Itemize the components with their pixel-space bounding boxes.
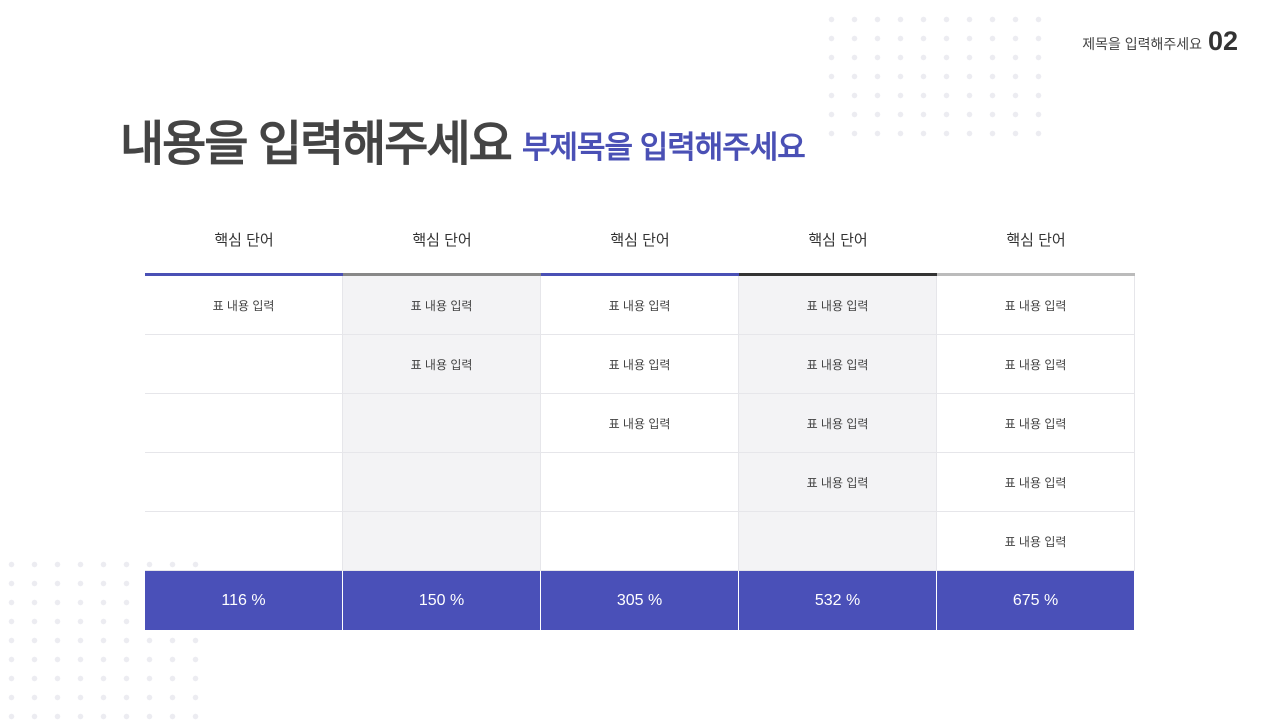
table-cell	[541, 512, 739, 571]
column-header: 핵심 단어	[808, 231, 868, 249]
section-number: 02	[1207, 26, 1238, 56]
column-header: 핵심 단어	[1006, 231, 1066, 249]
header-rule	[937, 273, 1135, 276]
table-cell: 표 내용 입력	[541, 394, 739, 453]
table-cell: 표 내용 입력	[343, 335, 541, 394]
table-cell: 표 내용 입력	[937, 276, 1135, 335]
table-cell: 표 내용 입력	[343, 276, 541, 335]
table-cell	[343, 512, 541, 571]
footer-cell: 305 %	[541, 571, 739, 630]
table-cell	[145, 394, 343, 453]
table-cell: 표 내용 입력	[739, 453, 937, 512]
table-column: 핵심 단어 표 내용 입력 표 내용 입력 표 내용 입력 표 내용 입력 532 %	[739, 205, 937, 630]
table-cell	[739, 512, 937, 571]
table-cell	[145, 453, 343, 512]
header-rule	[145, 273, 343, 276]
footer-cell: 532 %	[739, 571, 937, 630]
table-cell	[541, 453, 739, 512]
column-body: 표 내용 입력	[145, 276, 343, 571]
subtitle: 부제목을 입력해주세요	[522, 130, 806, 165]
footer-cell: 150 %	[343, 571, 541, 630]
table-cell: 표 내용 입력	[937, 394, 1135, 453]
table-cell	[145, 512, 343, 571]
dot-pattern	[820, 10, 1055, 140]
table-cell: 표 내용 입력	[739, 335, 937, 394]
table-cell: 표 내용 입력	[739, 394, 937, 453]
table-column: 핵심 단어 표 내용 입력 표 내용 입력 150 %	[343, 205, 541, 630]
table-cell	[343, 453, 541, 512]
table-cell: 표 내용 입력	[937, 335, 1135, 394]
table-cell	[343, 394, 541, 453]
column-header: 핵심 단어	[610, 231, 670, 249]
table-cell	[145, 335, 343, 394]
table-cell: 표 내용 입력	[541, 276, 739, 335]
table-cell: 표 내용 입력	[937, 512, 1135, 571]
column-header: 핵심 단어	[214, 231, 274, 249]
table-column: 핵심 단어 표 내용 입력 표 내용 입력 표 내용 입력 305 %	[541, 205, 739, 630]
header-rule	[739, 273, 937, 276]
table-cell: 표 내용 입력	[937, 453, 1135, 512]
footer-cell: 675 %	[937, 571, 1135, 630]
table-cell: 표 내용 입력	[541, 335, 739, 394]
column-body: 표 내용 입력 표 내용 입력	[343, 276, 541, 571]
column-body: 표 내용 입력 표 내용 입력 표 내용 입력	[541, 276, 739, 571]
table-cell: 표 내용 입력	[145, 276, 343, 335]
table-column: 핵심 단어 표 내용 입력 표 내용 입력 표 내용 입력 표 내용 입력 표 내용 입력…	[937, 205, 1135, 630]
footer-cell: 116 %	[145, 571, 343, 630]
column-body: 표 내용 입력 표 내용 입력 표 내용 입력 표 내용 입력	[739, 276, 937, 571]
column-body: 표 내용 입력 표 내용 입력 표 내용 입력 표 내용 입력 표 내용 입력	[937, 276, 1135, 571]
column-header: 핵심 단어	[412, 231, 472, 249]
header-rule	[343, 273, 541, 276]
section-title: 제목을 입력해주세요	[1082, 36, 1202, 52]
header-rule	[541, 273, 739, 276]
title: 내용을 입력해주세요	[120, 118, 513, 171]
table-cell: 표 내용 입력	[739, 276, 937, 335]
